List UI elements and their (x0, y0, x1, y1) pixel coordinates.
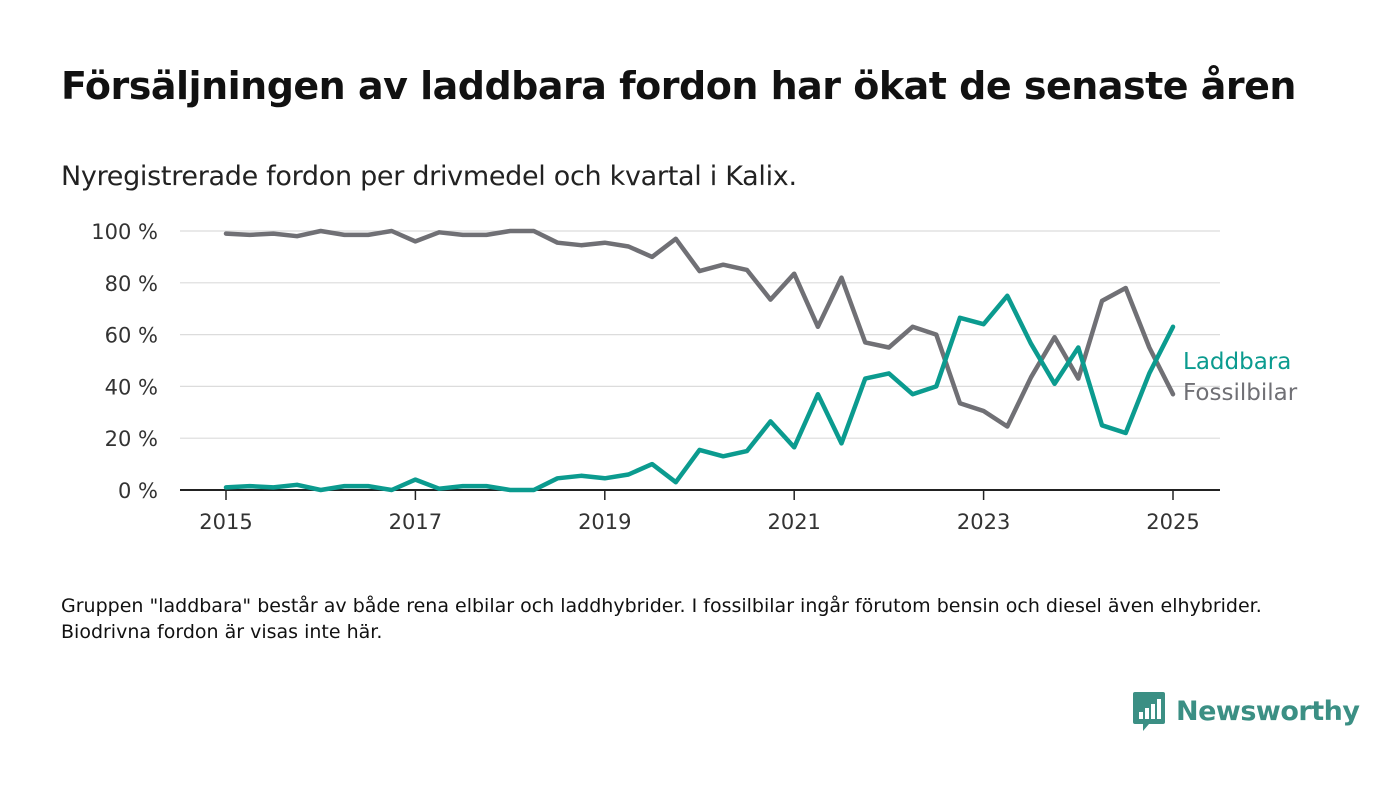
x-tick-label: 2019 (578, 510, 631, 534)
x-tick-label: 2023 (957, 510, 1010, 534)
legend: Laddbara Fossilbilar (1183, 349, 1298, 406)
chart-title: Försäljningen av laddbara fordon har öka… (61, 64, 1296, 108)
y-tick-label: 40 % (105, 375, 158, 399)
chart-subtitle: Nyregistrerade fordon per drivmedel och … (61, 161, 797, 192)
footnote: Gruppen "laddbara" består av både rena e… (61, 595, 1262, 643)
y-axis-ticks: 0 % 20 % 40 % 60 % 80 % 100 % (91, 220, 158, 503)
y-tick-label: 20 % (105, 427, 158, 451)
x-tick-label: 2025 (1146, 510, 1199, 534)
x-tick-label: 2017 (389, 510, 442, 534)
grid (180, 230, 1220, 491)
x-tick-label: 2021 (767, 510, 820, 534)
y-tick-label: 0 % (118, 479, 158, 503)
x-axis-ticks: 2015 2017 2019 2021 2023 2025 (199, 490, 1200, 534)
y-tick-label: 60 % (105, 324, 158, 348)
y-tick-label: 100 % (91, 220, 158, 244)
series-line-laddbara (223, 293, 1176, 493)
x-tick-label: 2015 (199, 510, 252, 534)
y-tick-label: 80 % (105, 272, 158, 296)
series-lines (223, 228, 1176, 493)
series-line-fossilbilar (223, 228, 1176, 429)
newsworthy-logo-icon (1133, 692, 1165, 731)
legend-label-fossilbilar: Fossilbilar (1183, 380, 1298, 406)
brand-logo[interactable]: Newsworthy (1132, 690, 1360, 732)
brand-name: Newsworthy (1176, 695, 1360, 727)
legend-label-laddbara: Laddbara (1183, 349, 1291, 375)
